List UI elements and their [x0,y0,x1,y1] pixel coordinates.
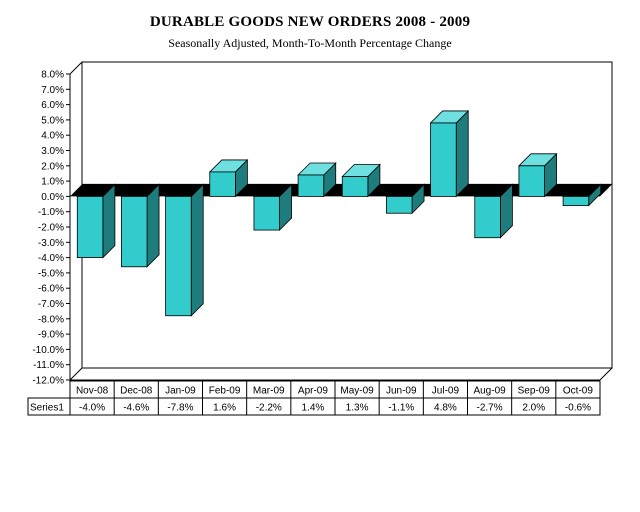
bar-front [341,176,369,197]
x-tick-label: Jun-09 [386,386,417,397]
data-label: -2.7% [477,403,503,414]
bar-side [102,183,116,259]
y-tick-label: -6.0% [38,284,64,295]
bar-Mar-09 [252,183,293,232]
bar-front [297,174,325,197]
y-tick-label: -2.0% [38,223,64,234]
y-tick-label: -10.0% [32,345,64,356]
bar-Dec-08 [120,183,161,268]
bar-side [190,183,204,317]
y-tick-label: -8.0% [38,314,64,325]
x-tick-label: Nov-08 [76,386,109,397]
data-label: 4.8% [434,403,457,414]
x-tick-label: Dec-08 [120,386,153,397]
bar-Sep-09 [517,152,558,198]
bar-front [474,195,501,239]
x-tick-label: Mar-09 [253,386,285,397]
data-label: -7.8% [167,403,193,414]
data-label: 1.4% [302,403,325,414]
y-tick-label: 6.0% [41,100,64,111]
data-label: 1.6% [213,403,236,414]
bar-Aug-09 [473,183,514,239]
y-tick-label: 8.0% [41,70,64,81]
bar-Jul-09 [429,109,470,198]
bar-front [121,195,148,268]
y-tick-label: 0.0% [41,192,64,203]
wall-edge-bottom [69,367,83,381]
bar-front [430,122,457,197]
y-tick-label: 1.0% [41,177,64,188]
y-tick-label: -5.0% [38,268,64,279]
zero-plane [70,184,612,197]
y-tick-label: -3.0% [38,238,64,249]
bar-front [76,195,104,258]
bar-side [455,109,469,198]
table-data-row [27,397,601,416]
data-label: 1.3% [346,403,369,414]
y-tick-label: -12.0% [32,376,64,387]
series-name: Series1 [30,403,64,414]
bar-front [386,195,413,214]
y-tick-label: 7.0% [41,85,64,96]
y-tick-label: 2.0% [41,161,64,172]
x-tick-label: Jan-09 [165,386,196,397]
bar-May-09 [341,163,381,198]
data-label: -1.1% [388,403,414,414]
y-tick-label: -9.0% [38,330,64,341]
x-tick-label: May-09 [340,386,374,397]
y-tick-label: -7.0% [38,299,64,310]
chart-title: DURABLE GOODS NEW ORDERS 2008 - 2009 [149,14,471,30]
x-tick-label: Apr-09 [298,386,328,397]
y-tick-label: -1.0% [38,207,64,218]
y-tick-label: -4.0% [38,253,64,264]
bar-Feb-09 [208,158,249,198]
floor-edge-right [599,367,613,381]
back-wall [81,61,613,369]
x-tick-label: Aug-09 [473,386,506,397]
data-label: 2.0% [522,403,545,414]
data-label: -0.6% [565,403,591,414]
data-label: -2.2% [256,403,282,414]
data-label: -4.0% [79,403,105,414]
wall-edge-top [69,61,83,75]
data-label: -4.6% [123,403,149,414]
bar-Nov-08 [76,183,116,259]
bar-Oct-09 [562,183,602,207]
bar-front [209,171,236,197]
bar-front [165,195,192,317]
bar-Apr-09 [297,162,337,198]
x-tick-label: Feb-09 [209,386,241,397]
bar-front [518,165,545,197]
bar-front [253,195,280,231]
bar-side [146,183,160,268]
chart-subtitle: Seasonally Adjusted, Month-To-Month Perc… [168,36,452,50]
x-tick-label: Sep-09 [518,386,551,397]
bar-Jun-09 [385,183,426,215]
y-tick-label: 4.0% [41,131,64,142]
bar-front [562,195,590,206]
x-tick-label: Jul-09 [432,386,460,397]
x-tick-label: Oct-09 [563,386,593,397]
y-tick-label: 3.0% [41,146,64,157]
y-tick-label: -11.0% [33,360,64,371]
bar-Jan-09 [164,183,205,317]
y-tick-label: 5.0% [41,115,64,126]
